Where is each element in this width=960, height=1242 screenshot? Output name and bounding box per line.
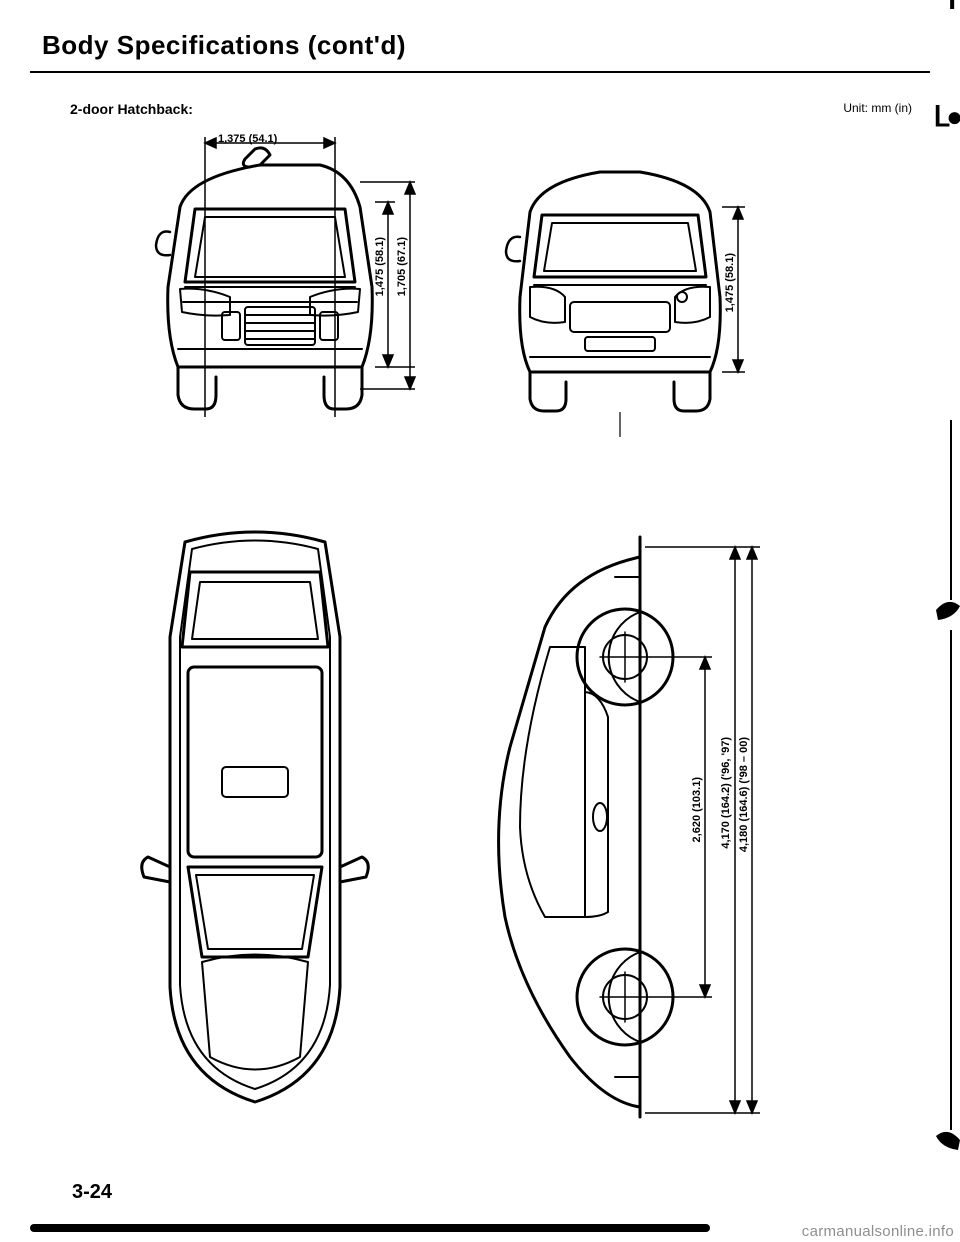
dim-wheelbase: 2,620 (103.1) xyxy=(691,777,703,842)
dim-front-track-top: 1,375 (54.1) xyxy=(218,133,277,145)
side-view xyxy=(450,517,810,1137)
top-view xyxy=(130,517,380,1117)
rear-view xyxy=(500,157,780,437)
dim-front-track-inner: 1,475 (58.1) xyxy=(374,237,386,296)
watermark: carmanualsonline.info xyxy=(796,1221,960,1242)
dim-rear-track: 1,475 (58.1) xyxy=(724,253,736,312)
dim-length-a: 4,170 (164.2) ('96, '97) xyxy=(720,737,732,849)
page-edge-marks: I ᒪ● xyxy=(928,0,958,1202)
title-rule xyxy=(30,71,930,73)
dim-length-b: 4,180 (164.6) ('98 – 00) xyxy=(738,737,750,852)
dim-front-width: 1,705 (67.1) xyxy=(396,237,408,296)
page-title: Body Specifications (cont'd) xyxy=(42,30,930,61)
page-number: 3-24 xyxy=(72,1181,112,1204)
subtitle: 2-door Hatchback: xyxy=(70,101,193,117)
unit-label: Unit: mm (in) xyxy=(843,101,912,115)
drawing-area: 1,375 (54.1) 1,475 (58.1) 1,705 (67.1) xyxy=(30,117,930,1147)
